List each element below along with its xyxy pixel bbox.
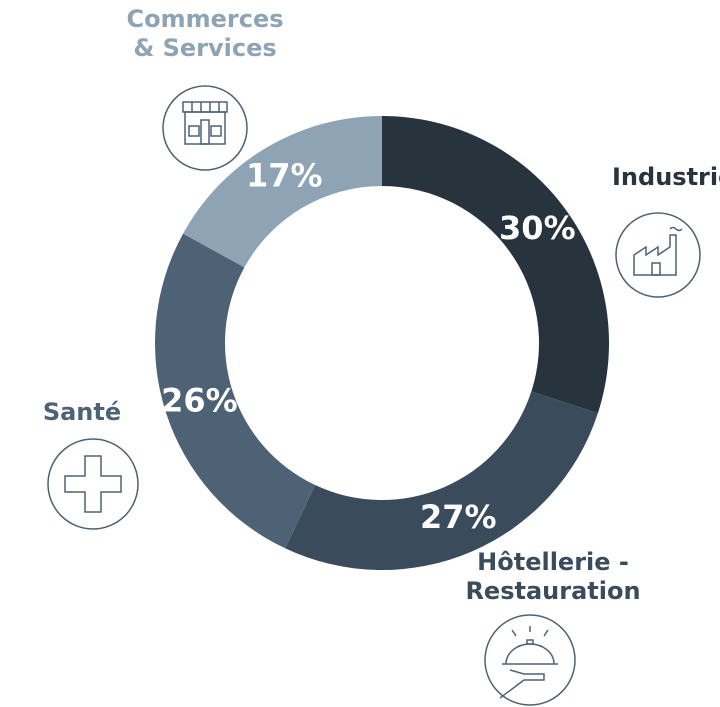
donut-segment [183, 116, 382, 268]
donut-segment [154, 233, 316, 549]
icon-health [47, 438, 139, 530]
value-label: 26% [161, 381, 238, 419]
category-label: Industrie [612, 163, 720, 191]
category-label: Santé [42, 398, 122, 426]
value-label: 17% [246, 157, 323, 195]
icon-service [484, 614, 576, 706]
donut-segment [285, 391, 598, 570]
value-label: 27% [420, 498, 497, 536]
category-label: Hôtellerie - Restauration [465, 548, 641, 605]
icon-shop [162, 85, 248, 171]
value-label: 30% [499, 209, 576, 247]
donut-segment [382, 116, 609, 414]
icon-factory [615, 212, 701, 298]
category-label: Commerces & Services [126, 5, 284, 62]
